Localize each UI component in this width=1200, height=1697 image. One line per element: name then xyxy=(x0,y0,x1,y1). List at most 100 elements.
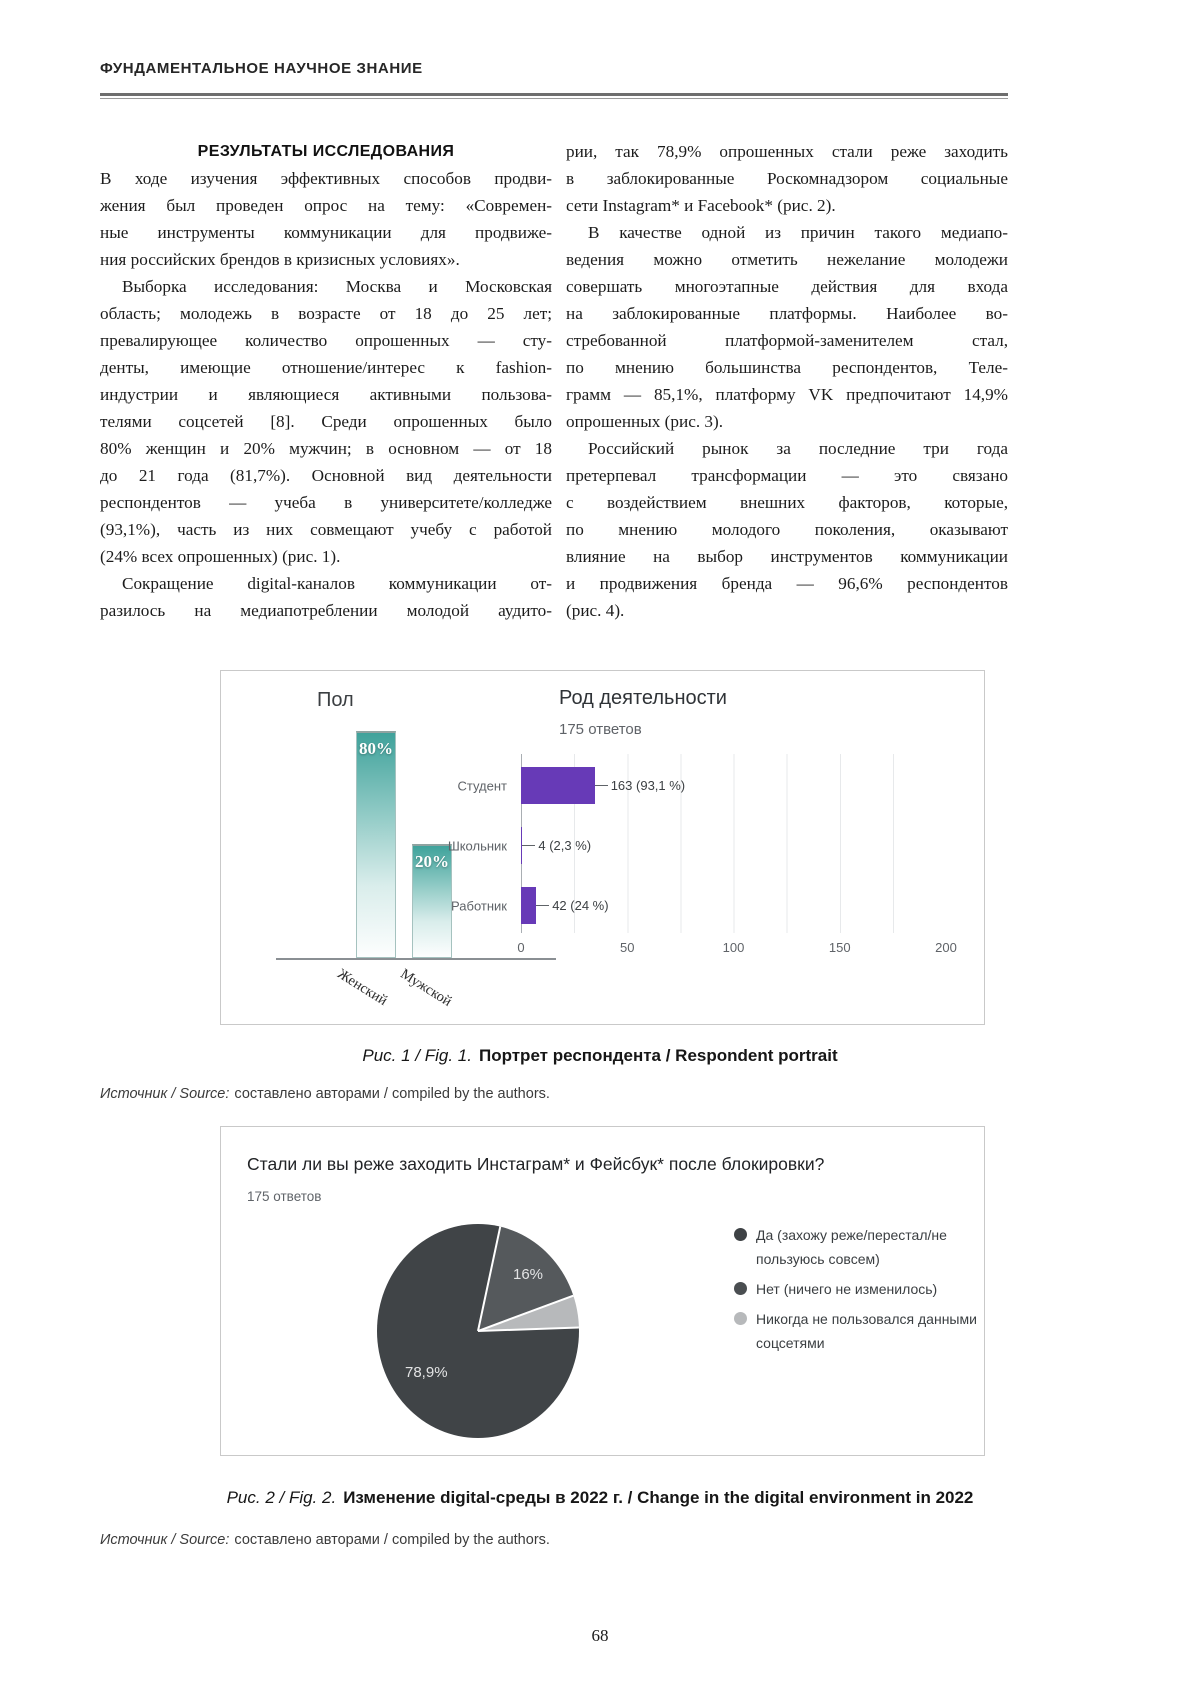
axis-tick: 200 xyxy=(935,940,957,955)
legend-dot xyxy=(734,1282,747,1295)
value-label-connector xyxy=(536,905,550,906)
caption-text: Изменение digital-среды в 2022 г. / Chan… xyxy=(343,1488,974,1507)
body-text-line: претерпевал трансформации — это связано xyxy=(566,466,1008,485)
gender-bar-value-label: 20% xyxy=(415,852,449,871)
figure-1-source: Источник / Source: составлено авторами / … xyxy=(100,1086,550,1102)
gender-chart-title: Пол xyxy=(317,689,354,711)
activity-value-label: 163 (93,1 %) xyxy=(610,778,686,793)
pie: 78,9% 16% xyxy=(377,1224,579,1438)
legend-item: Да (захожу реже/перестал/не пользуюсь со… xyxy=(734,1223,982,1271)
body-text-line: Выборка исследования: Москва и Московска… xyxy=(122,277,552,296)
body-text-line: ния российских брендов в кризисных услов… xyxy=(100,250,460,269)
activity-chart-subtitle: 175 ответов xyxy=(559,721,642,738)
body-text-line: опрошенных (рис. 3). xyxy=(566,412,724,431)
body-text-line: по мнению молодого поколения, оказывают xyxy=(566,520,1008,539)
figure-2-digital-change: Стали ли вы реже заходить Инстаграм* и Ф… xyxy=(220,1126,985,1456)
activity-bar xyxy=(521,767,595,804)
body-text-line: индустрии и являющиеся активными пользов… xyxy=(100,385,552,404)
right-column-lines: рии, так 78,9% опрошенных стали реже зах… xyxy=(566,138,1008,624)
gender-axis-label: Женский xyxy=(334,966,391,1009)
body-text-line: (рис. 4). xyxy=(566,601,625,620)
figure-2-source: Источник / Source: составлено авторами / … xyxy=(100,1532,550,1548)
legend-label: Да (захожу реже/перестал/не пользуюсь со… xyxy=(756,1227,947,1267)
activity-value-label: 4 (2,3 %) xyxy=(538,838,592,853)
body-text-line: влияние на выбор инструментов коммуникац… xyxy=(566,547,1008,566)
gender-bar-value-label: 80% xyxy=(359,739,393,758)
body-text-line: жения был проведен опрос на тему: «Совре… xyxy=(100,196,552,215)
activity-row: Работник 42 (24 %) xyxy=(451,887,609,924)
body-text-line: стребованной платформой-заменителем стал… xyxy=(566,331,1008,350)
axis-tick: 100 xyxy=(722,940,745,955)
body-text-line: область; молодежь в возрасте от 18 до 25… xyxy=(100,304,552,323)
value-label-connector xyxy=(594,785,608,786)
body-text-line: В ходе изучения эффективных способов про… xyxy=(100,169,552,188)
activity-category-label: Студент xyxy=(457,778,507,793)
pie-slice-separator xyxy=(477,1326,579,1332)
body-text-line: рии, так 78,9% опрошенных стали реже зах… xyxy=(566,142,1008,161)
activity-bar xyxy=(521,887,537,924)
legend-dot xyxy=(734,1312,747,1325)
activity-plot-area: Студент 163 (93,1 %) Школьник 4 (2,3 %) … xyxy=(448,754,957,955)
pie-slice-separator xyxy=(477,1226,502,1332)
pie-legend: Да (захожу реже/перестал/не пользуюсь со… xyxy=(734,1223,982,1361)
source-label: Источник / Source: xyxy=(100,1532,230,1548)
activity-row: Школьник 4 (2,3 %) xyxy=(448,827,592,864)
body-text-line: грамм — 85,1%, платформу VK предпочитают… xyxy=(566,385,1008,404)
activity-chart-title: Род деятельности xyxy=(559,687,727,709)
pie-chart-title: Стали ли вы реже заходить Инстаграм* и Ф… xyxy=(247,1154,825,1174)
pie-chart-subtitle: 175 ответов xyxy=(247,1189,322,1204)
left-column-lines: В ходе изучения эффективных способов про… xyxy=(100,165,552,624)
body-text-line: разилось на медиапотреблении молодой ауд… xyxy=(100,601,552,620)
caption-prefix: Рис. 1 / Fig. 1. xyxy=(362,1046,472,1065)
body-text-line: Российский рынок за последние три года xyxy=(588,439,1008,458)
body-text-line: по мнению большинства респондентов, Теле… xyxy=(566,358,1008,377)
body-text-line: ные инструменты коммуникации для продвиж… xyxy=(100,223,552,242)
activity-category-label: Школьник xyxy=(447,838,507,853)
body-text-line: ведения можно отметить нежелание молодеж… xyxy=(566,250,1008,269)
legend-item: Никогда не пользовался данными соцсетями xyxy=(734,1307,982,1355)
legend-label: Никогда не пользовался данными соцсетями xyxy=(756,1311,977,1351)
source-label: Источник / Source: xyxy=(100,1086,230,1102)
page-number: 68 xyxy=(591,1626,609,1645)
header-rule xyxy=(100,93,1008,99)
gender-bar: 20% xyxy=(412,844,452,958)
caption-prefix: Рис. 2 / Fig. 2. xyxy=(226,1488,337,1507)
body-text-line: на заблокированные платформы. Наиболее в… xyxy=(566,304,1008,323)
gender-axis-label: Мужской xyxy=(397,966,455,1010)
pie-slice-label-yes: 78,9% xyxy=(405,1364,448,1381)
body-text-line: в заблокированные Роскомнадзором социаль… xyxy=(566,169,1008,188)
caption-text: Портрет респондента / Respondent portrai… xyxy=(478,1046,838,1065)
legend-dot xyxy=(734,1228,747,1241)
journal-header-title: ФУНДАМЕНТАЛЬНОЕ НАУЧНОЕ ЗНАНИЕ xyxy=(100,60,423,77)
value-label-connector xyxy=(522,845,536,846)
text-column-left: РЕЗУЛЬТАТЫ ИССЛЕДОВАНИЯ В ходе изучения … xyxy=(100,138,552,624)
axis-tick: 0 xyxy=(517,940,525,955)
body-text-line: до 21 года (81,7%). Основной вид деятель… xyxy=(100,466,552,485)
source-text: составлено авторами / compiled by the au… xyxy=(234,1086,550,1102)
body-text-line: и продвижения бренда — 96,6% респонденто… xyxy=(566,574,1008,593)
body-text-line: 80% женщин и 20% мужчин; в основном — от… xyxy=(100,439,552,458)
body-text-line: сети Instagram* и Facebook* (рис. 2). xyxy=(566,196,836,215)
gender-bar: 80% xyxy=(356,731,396,958)
body-text-line: респондентов — учеба в университете/колл… xyxy=(100,493,552,512)
legend-item: Нет (ничего не изменилось) xyxy=(734,1277,982,1301)
axis-tick: 50 xyxy=(620,940,635,955)
activity-category-label: Работник xyxy=(451,898,507,913)
activity-value-label: 42 (24 %) xyxy=(552,898,609,913)
figure-1-respondent-portrait: Пол 80% 20% Женский Мужской Род деятельно… xyxy=(220,670,985,1025)
gender-axis-line xyxy=(276,958,556,960)
figure-1-caption: Рис. 1 / Fig. 1. Портрет респондента / Re… xyxy=(0,1046,1200,1066)
activity-row: Студент 163 (93,1 %) xyxy=(457,767,685,804)
body-text-line: Сокращение digital-каналов коммуникации … xyxy=(122,574,552,593)
activity-bar xyxy=(521,827,523,864)
body-text-line: (93,1%), часть из них совмещают учебу с … xyxy=(100,520,552,539)
legend-label: Нет (ничего не изменилось) xyxy=(756,1281,938,1297)
section-heading: РЕЗУЛЬТАТЫ ИССЛЕДОВАНИЯ xyxy=(197,143,455,160)
body-text-line: денты, имеющие отношение/интерес к fashi… xyxy=(100,358,552,377)
body-text-line: (24% всех опрошенных) (рис. 1). xyxy=(100,547,341,566)
body-text-line: превалирующее количество опрошенных — ст… xyxy=(100,331,552,350)
body-text-line: совершать многоэтапные действия для вход… xyxy=(566,277,1008,296)
text-column-right: рии, так 78,9% опрошенных стали реже зах… xyxy=(566,138,1008,624)
axis-tick: 150 xyxy=(828,940,851,955)
